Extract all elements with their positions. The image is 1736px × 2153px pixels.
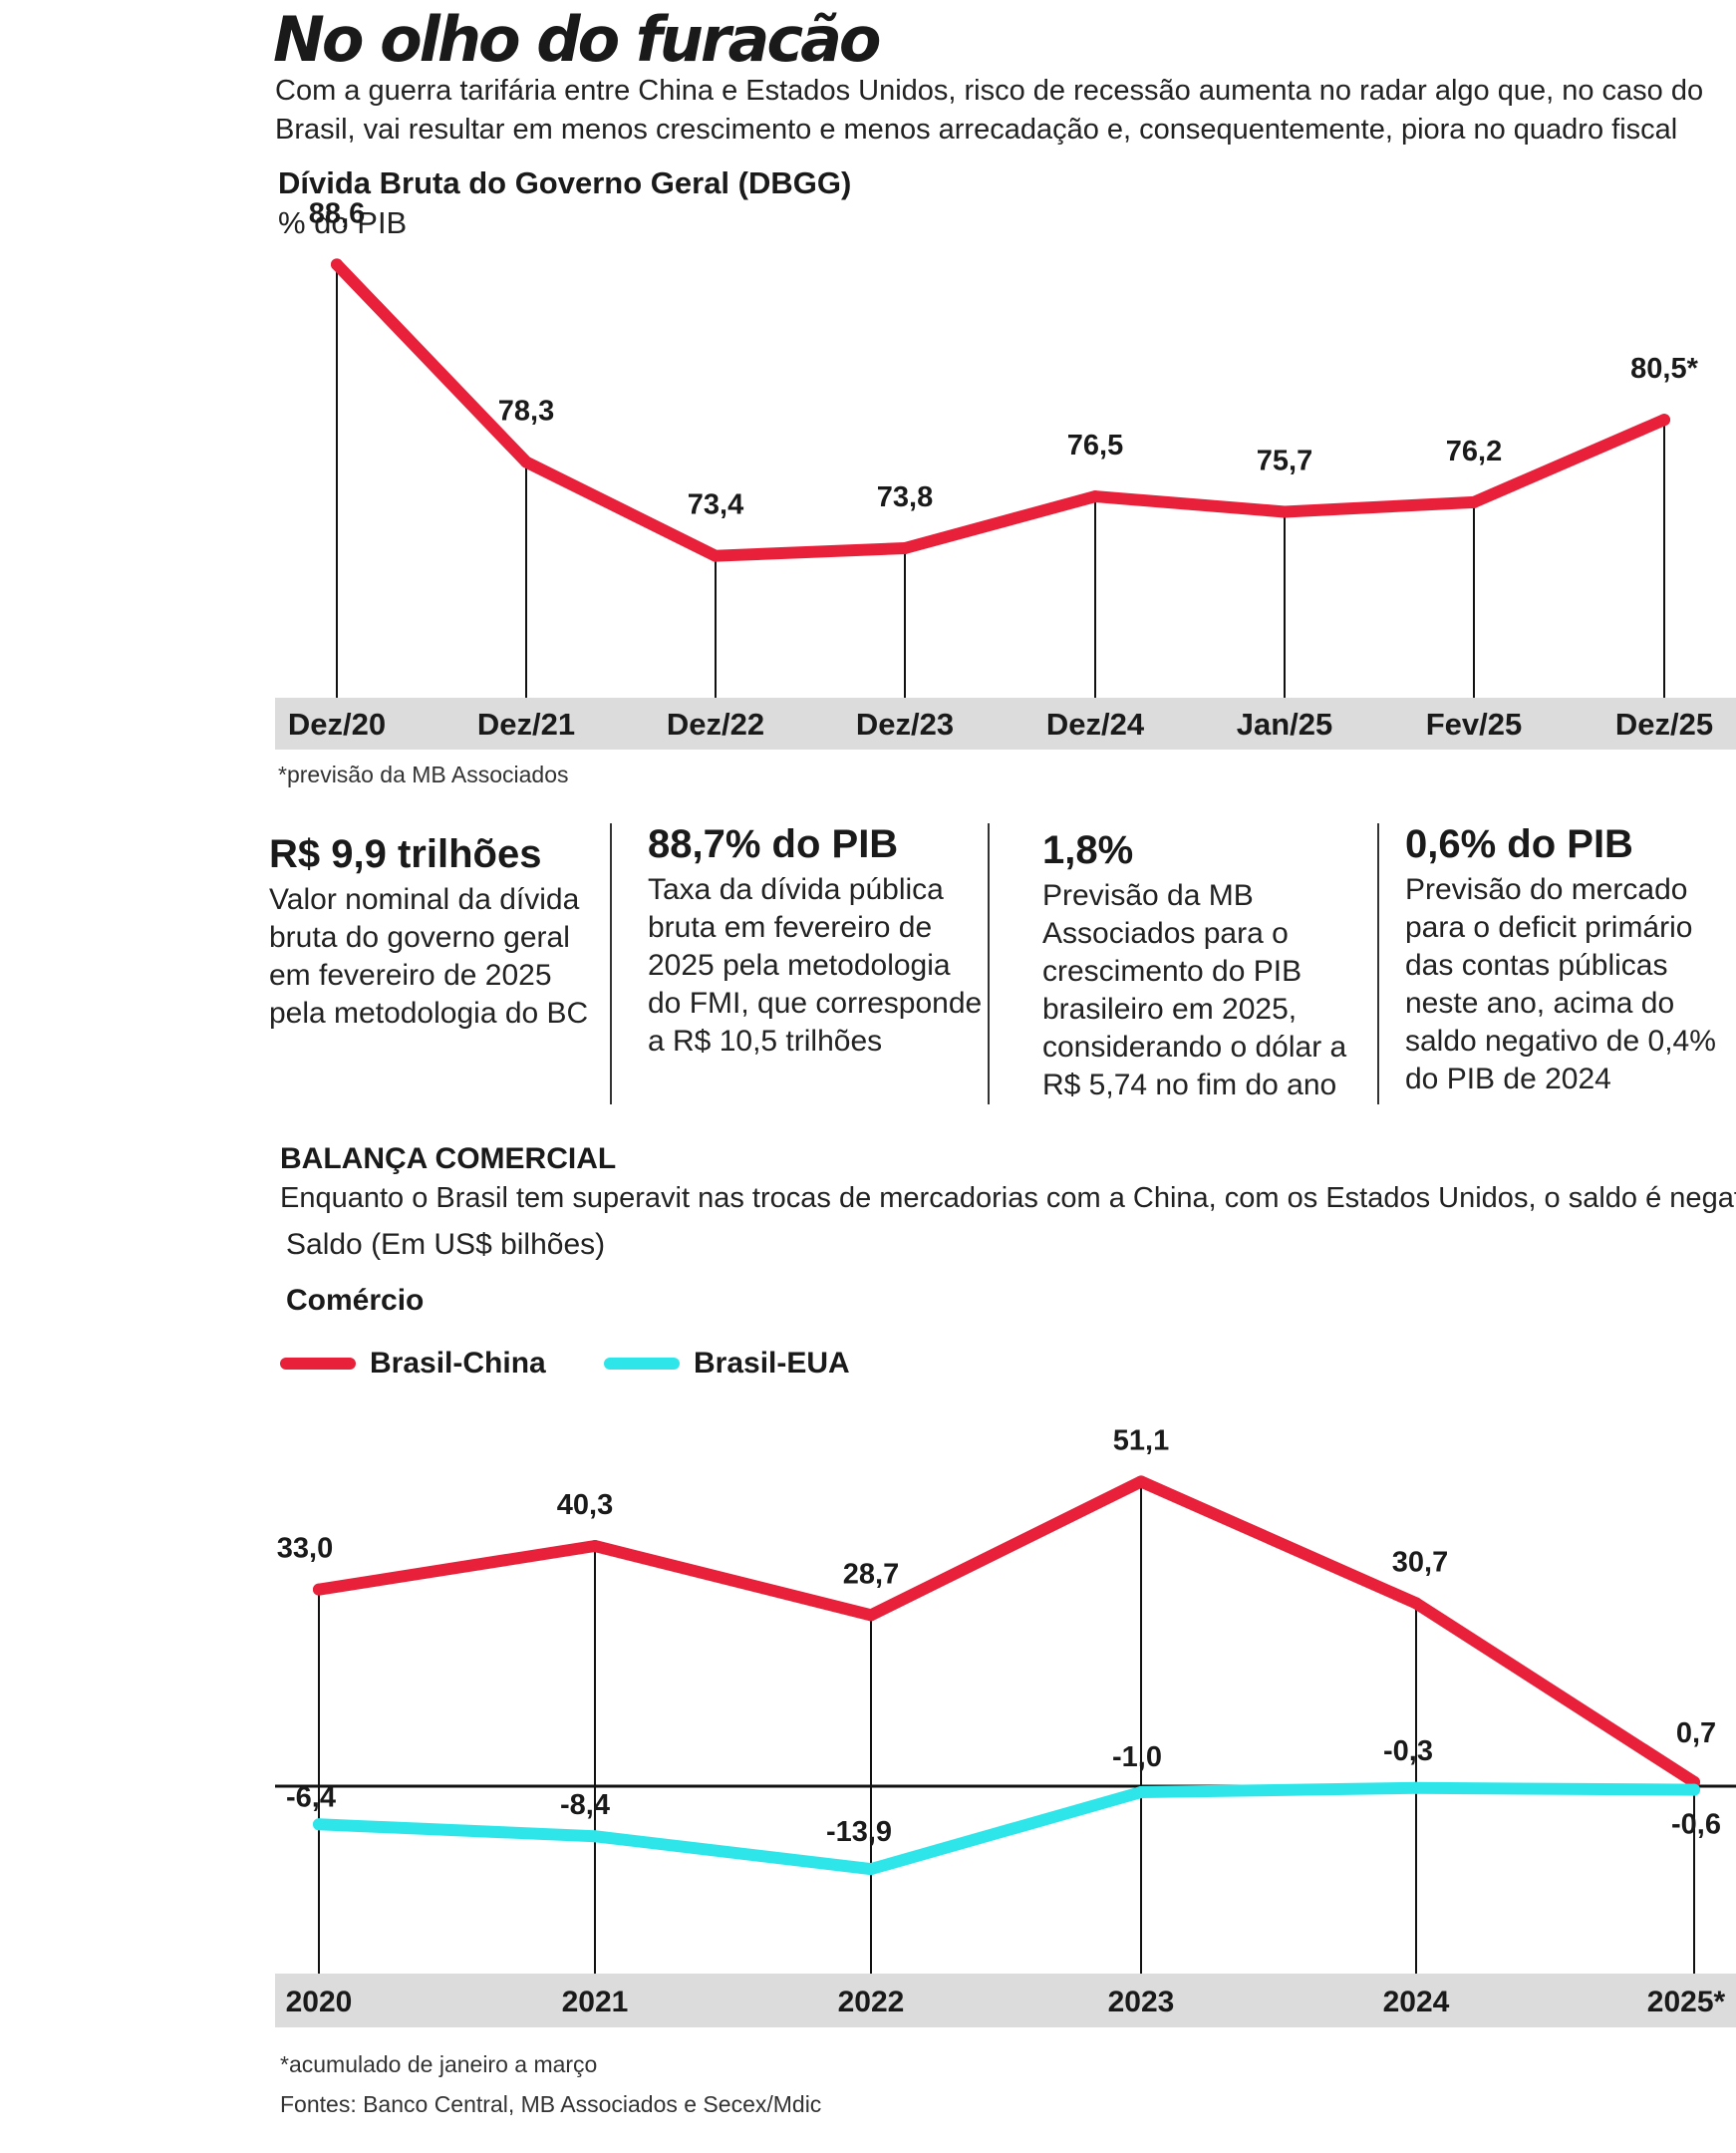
- brasil-eua-value-label: -13,9: [826, 1816, 892, 1848]
- debt-value-label: 73,8: [877, 481, 933, 513]
- trade-category-label: 2023: [1108, 1986, 1175, 2018]
- legend-label: Brasil-EUA: [694, 1347, 850, 1380]
- trade-group-label: Comércio: [286, 1284, 425, 1317]
- kpi-text: Previsão da MB Associados para o crescim…: [1042, 879, 1347, 1101]
- kpi-text: Valor nominal da dívida bruta do governo…: [269, 883, 589, 1030]
- brasil-china-value-label: 40,3: [557, 1489, 613, 1521]
- legend-brasil-eua: Brasil-EUA: [604, 1344, 850, 1384]
- brasil-china-value-label: 51,1: [1113, 1424, 1169, 1456]
- trade-sources: Fontes: Banco Central, MB Associados e S…: [280, 2091, 822, 2117]
- debt-point: [1089, 490, 1101, 503]
- debt-chart-title: Dívida Bruta do Governo Geral (DBGG): [278, 165, 852, 200]
- brasil-eua-point: [1135, 1785, 1147, 1798]
- brasil-eua-point: [589, 1830, 601, 1843]
- kpi-text: Taxa da dívida pública bruta em fevereir…: [648, 873, 983, 1058]
- brasil-eua-value-label: -8,4: [560, 1789, 610, 1821]
- brasil-china-point: [313, 1583, 325, 1596]
- debt-point: [899, 542, 911, 554]
- legend-swatch-red: [280, 1358, 356, 1370]
- trade-chart: 33,0 40,3 28,7 51,1 30,7 0,7 -6,4 -8,4 -13,9 -1,0…: [275, 1424, 1736, 2027]
- brasil-eua-value-label: -0,6: [1671, 1809, 1721, 1841]
- debt-value-label: 80,5*: [1630, 353, 1698, 385]
- debt-value-label: 88,6: [309, 197, 365, 229]
- debt-category-label: Dez/23: [856, 707, 954, 742]
- kpi-nominal-debt: R$ 9,9 trilhões Valor nominal da dívida …: [269, 831, 613, 1033]
- debt-point: [1279, 505, 1291, 518]
- kpi-headline: 1,8%: [1042, 828, 1134, 872]
- brasil-eua-point: [1410, 1781, 1422, 1794]
- brasil-eua-point: [313, 1818, 325, 1831]
- debt-value-label: 73,4: [688, 489, 743, 521]
- debt-category-label: Dez/22: [667, 707, 764, 742]
- debt-point: [1658, 414, 1670, 427]
- kpi-primary-deficit: 0,6% do PIB Previsão do mercado para o d…: [1405, 821, 1736, 1098]
- kpi-headline: R$ 9,9 trilhões: [269, 832, 542, 876]
- brasil-china-point: [1410, 1597, 1422, 1610]
- debt-axis-band: [275, 698, 1736, 750]
- debt-point: [520, 456, 532, 468]
- debt-value-label: 76,2: [1446, 436, 1502, 467]
- brasil-china-value-label: 33,0: [277, 1533, 333, 1565]
- kpi-divider: [988, 823, 990, 1104]
- debt-category-label: Jan/25: [1237, 707, 1333, 742]
- trade-axis-band: [275, 1974, 1736, 2027]
- main-title: No olho do furacão: [273, 3, 882, 76]
- trade-unit: Saldo (Em US$ bilhões): [286, 1228, 606, 1261]
- debt-category-label: Dez/24: [1046, 707, 1145, 742]
- kpi-divider: [610, 823, 612, 1104]
- main-subtitle: Com a guerra tarifária entre China e Est…: [275, 75, 1704, 146]
- debt-chart-unit: % do PIB: [278, 205, 408, 240]
- debt-point: [1468, 495, 1480, 508]
- kpi-headline: 0,6% do PIB: [1405, 822, 1633, 866]
- trade-category-label: 2022: [838, 1986, 905, 2018]
- debt-chart: 88,6 78,3 73,4 73,8 76,5 75,7 76,2 80,5* Dez/20…: [275, 197, 1736, 750]
- brasil-china-point: [589, 1540, 601, 1553]
- brasil-eua-point: [865, 1863, 877, 1876]
- debt-category-label: Dez/25: [1615, 707, 1713, 742]
- trade-subtitle: Enquanto o Brasil tem superavit nas troc…: [280, 1182, 1736, 1214]
- debt-category-label: Fev/25: [1426, 707, 1523, 742]
- trade-category-label: 2025*: [1647, 1986, 1726, 2018]
- brasil-china-value-label: 28,7: [843, 1558, 899, 1590]
- legend-label: Brasil-China: [370, 1347, 546, 1380]
- brasil-china-line: [313, 1475, 1700, 1788]
- debt-category-label: Dez/21: [477, 707, 575, 742]
- legend-brasil-china: Brasil-China: [280, 1344, 546, 1384]
- trade-category-label: 2021: [562, 1986, 629, 2018]
- legend-swatch-cyan: [604, 1358, 680, 1370]
- brasil-china-value-label: 30,7: [1392, 1546, 1448, 1578]
- debt-series-line: [331, 258, 1670, 562]
- kpi-headline: 88,7% do PIB: [648, 822, 899, 866]
- kpi-text: Previsão do mercado para o deficit primá…: [1405, 873, 1716, 1095]
- brasil-china-value-label: 0,7: [1676, 1717, 1716, 1749]
- debt-value-label: 78,3: [498, 395, 554, 427]
- brasil-eua-value-label: -0,3: [1383, 1735, 1433, 1767]
- trade-category-label: 2020: [286, 1986, 353, 2018]
- brasil-eua-point: [1688, 1783, 1700, 1796]
- brasil-china-point: [865, 1609, 877, 1622]
- debt-value-label: 75,7: [1257, 445, 1312, 476]
- kpi-imf-debt: 88,7% do PIB Taxa da dívida pública brut…: [648, 821, 992, 1061]
- brasil-china-point: [1135, 1475, 1147, 1488]
- debt-value-label: 76,5: [1067, 430, 1123, 461]
- kpi-gdp-growth: 1,8% Previsão da MB Associados para o cr…: [1042, 827, 1386, 1104]
- debt-category-label: Dez/20: [288, 707, 386, 742]
- kpi-divider: [1377, 823, 1379, 1104]
- trade-title: BALANÇA COMERCIAL: [280, 1142, 617, 1175]
- brasil-eua-line: [313, 1781, 1700, 1876]
- trade-category-label: 2024: [1383, 1986, 1450, 2018]
- trade-note: *acumulado de janeiro a março: [280, 2051, 598, 2077]
- debt-point: [331, 258, 343, 271]
- brasil-eua-value-label: -1,0: [1112, 1741, 1162, 1773]
- debt-point: [710, 549, 722, 562]
- brasil-eua-value-label: -6,4: [286, 1781, 336, 1813]
- debt-note: *previsão da MB Associados: [278, 762, 569, 787]
